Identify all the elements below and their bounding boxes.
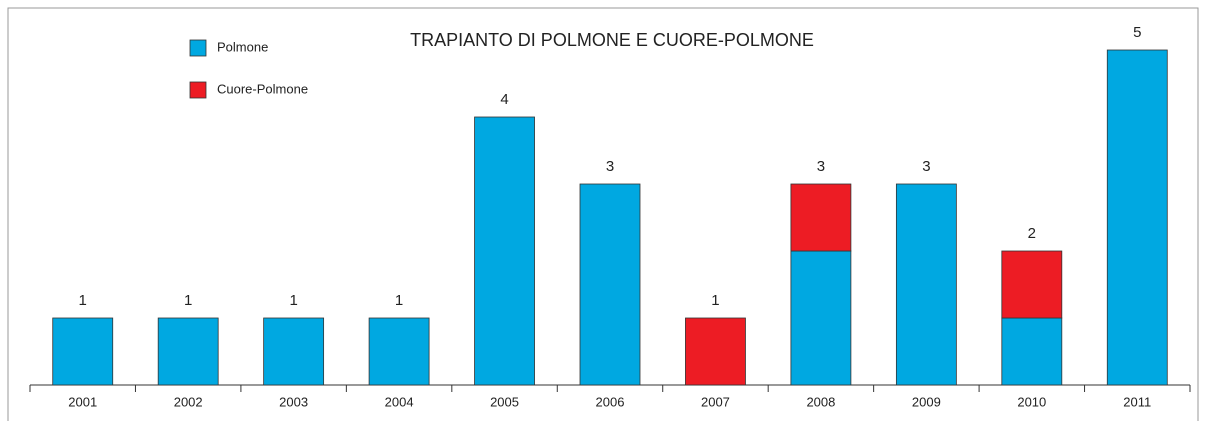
total-label: 5	[1133, 24, 1141, 41]
legend-label: Cuore-Polmone	[217, 81, 308, 96]
total-label: 3	[606, 158, 614, 175]
total-label: 3	[922, 158, 930, 175]
total-label: 3	[817, 158, 825, 175]
x-tick-label: 2004	[385, 394, 414, 409]
bar-segment	[579, 183, 641, 386]
bar-segment	[157, 317, 219, 386]
bar-segment	[685, 317, 746, 386]
x-tick-label: 2011	[1123, 394, 1151, 409]
bar-segment	[790, 183, 852, 252]
bar-segment	[895, 183, 957, 386]
x-tick-label: 2006	[596, 394, 625, 409]
bar-segment	[368, 317, 430, 386]
x-tick-label: 2002	[174, 394, 203, 409]
bar-segment	[790, 250, 852, 386]
x-tick-label: 2007	[701, 394, 730, 409]
chart-title: TRAPIANTO DI POLMONE E CUORE-POLMONE	[410, 30, 814, 50]
bar-segment	[474, 116, 535, 386]
x-tick-label: 2010	[1017, 394, 1046, 409]
bar-segment	[52, 317, 114, 386]
total-label: 1	[711, 292, 719, 309]
x-tick-label: 2005	[490, 394, 519, 409]
total-label: 2	[1028, 225, 1036, 242]
bar-segment	[1001, 250, 1063, 319]
legend-swatch	[189, 39, 207, 57]
bar-segment	[1106, 49, 1168, 386]
total-label: 1	[184, 292, 192, 309]
total-label: 1	[289, 292, 297, 309]
total-label: 1	[79, 292, 87, 309]
frame	[7, 7, 1199, 421]
legend-label: Polmone	[217, 39, 268, 54]
bar-segment	[263, 317, 325, 386]
x-tick-label: 2001	[68, 394, 97, 409]
bar-segment	[1001, 317, 1063, 386]
legend-swatch	[189, 81, 207, 99]
x-tick-label: 2008	[806, 394, 835, 409]
total-label: 4	[500, 91, 508, 108]
x-tick-label: 2009	[912, 394, 941, 409]
x-tick-label: 2003	[279, 394, 308, 409]
total-label: 1	[395, 292, 403, 309]
